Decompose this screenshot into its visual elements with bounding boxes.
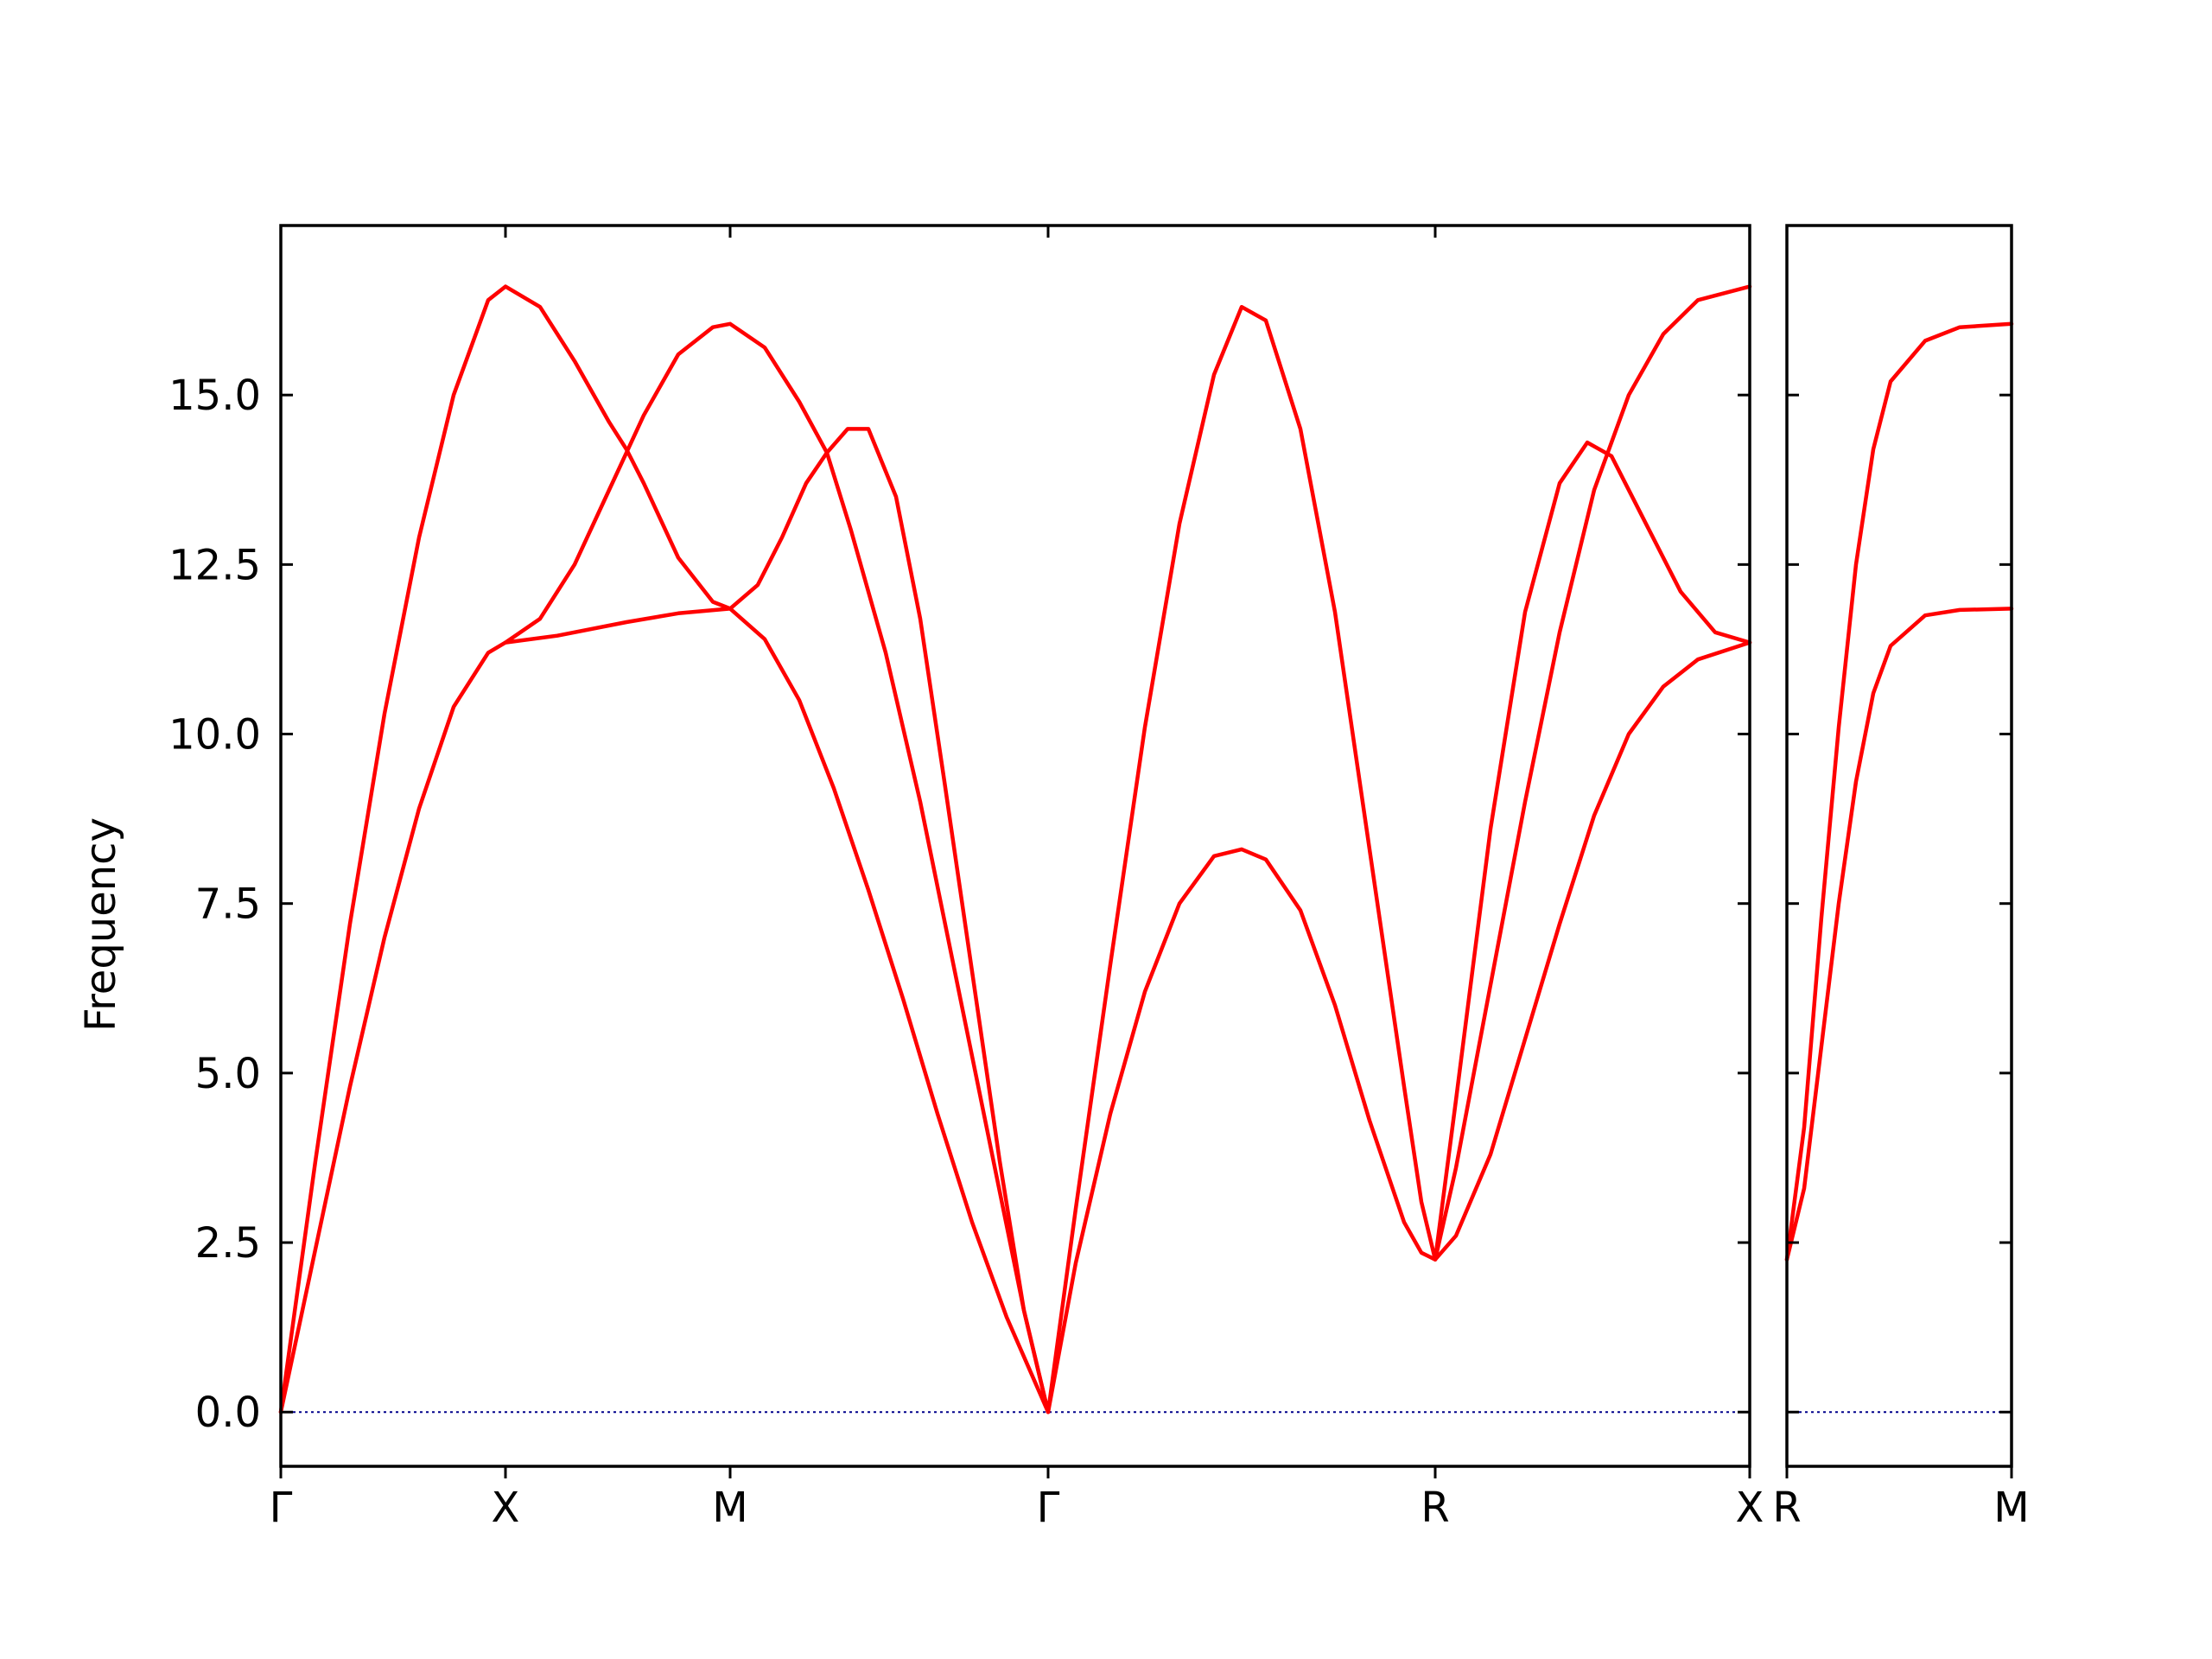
y-tick-label: 15.0 [168,372,261,420]
y-tick-label: 0.0 [195,1389,261,1437]
x-tick-label: X [1736,1484,1764,1532]
x-tick-label: Γ [270,1484,293,1532]
x-tick-label: M [1993,1484,2029,1532]
plot-frame [279,224,1751,1468]
y-tick-label: 2.5 [195,1219,261,1268]
band-line-1 [278,284,1051,1414]
y-tick-label: 5.0 [195,1050,261,1098]
band-line-2 [278,321,1051,1414]
band-line-6 [1433,284,1752,1262]
y-tick-label: 7.5 [195,880,261,929]
band-line-3 [503,427,1051,1414]
x-tick-label: R [1772,1484,1801,1532]
band-line-2 [1784,321,2014,1262]
x-tick-label: X [492,1484,520,1532]
x-tick-label: Γ [1037,1484,1060,1532]
y-tick-label: 12.5 [168,541,261,589]
x-tick-label: R [1421,1484,1449,1532]
band-line-4 [1046,640,1752,1414]
y-tick-labels: 0.0 2.5 5.0 7.5 10.0 12.5 15.0 [168,372,261,1437]
y-axis-title: Frequency [77,817,125,1032]
band-line-1 [1784,607,2014,1262]
plot-frame [1785,224,2013,1468]
band-line-5 [1046,304,1752,1414]
x-tick-label: M [712,1484,747,1532]
y-tick-label: 10.0 [168,711,261,760]
